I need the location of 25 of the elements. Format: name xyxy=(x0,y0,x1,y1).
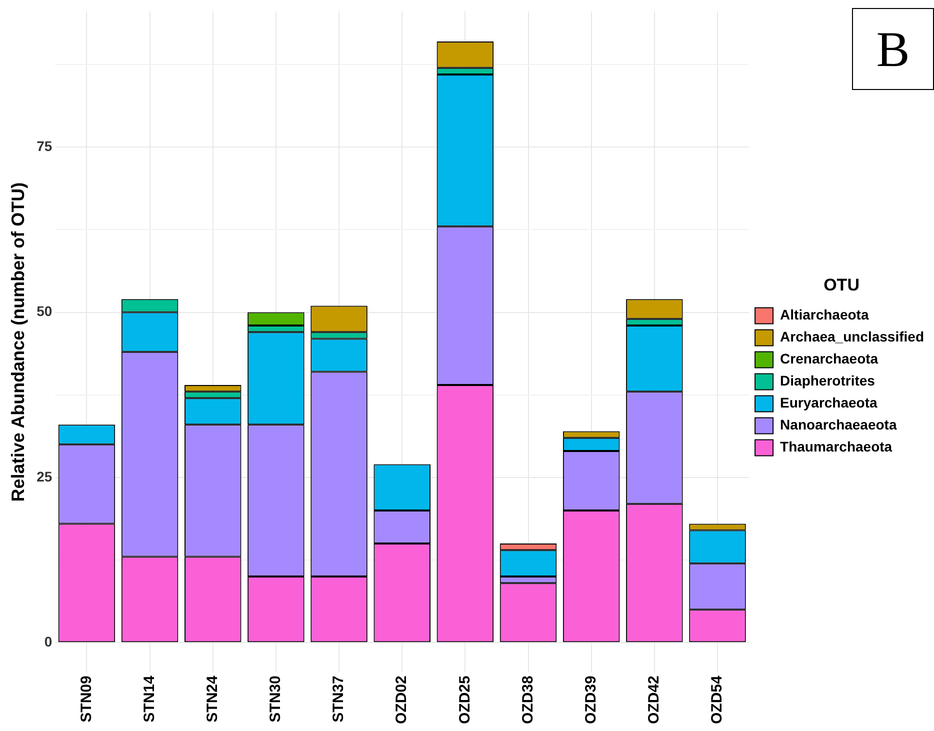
legend-label: Archaea_unclassified xyxy=(780,328,924,345)
legend-label: Nanoarchaeaeota xyxy=(780,416,897,433)
legend-label: Diapherotrites xyxy=(780,372,876,389)
legend-label: Thaumarchaeota xyxy=(780,438,892,455)
x-tick-label: OZD02 xyxy=(393,676,410,724)
y-tick-label: 50 xyxy=(36,303,52,320)
y-tick-label: 0 xyxy=(44,633,52,650)
legend-label: Crenarchaeota xyxy=(780,350,878,367)
legend-label: Altiarchaeota xyxy=(780,306,869,323)
x-tick-label: STN37 xyxy=(330,676,348,722)
x-tick-label: OZD39 xyxy=(582,676,600,724)
x-tick-label: OZD25 xyxy=(456,676,474,724)
y-axis-title: Relative Abundance (number of OTU) xyxy=(8,182,28,502)
x-tick-label: OZD38 xyxy=(519,676,536,724)
legend-title: OTU xyxy=(824,275,860,294)
text: B xyxy=(852,8,934,90)
x-tick-label: STN14 xyxy=(140,675,158,722)
x-tick-label: OZD42 xyxy=(646,676,663,724)
y-tick-label: 25 xyxy=(36,468,52,484)
x-tick-label: STN30 xyxy=(267,676,284,722)
y-tick-label: 75 xyxy=(36,138,52,154)
x-tick-label: STN09 xyxy=(78,676,95,722)
x-tick-label: OZD54 xyxy=(708,675,726,724)
legend-label: Euryarchaeota xyxy=(780,394,878,411)
x-tick-label: STN24 xyxy=(204,675,222,722)
